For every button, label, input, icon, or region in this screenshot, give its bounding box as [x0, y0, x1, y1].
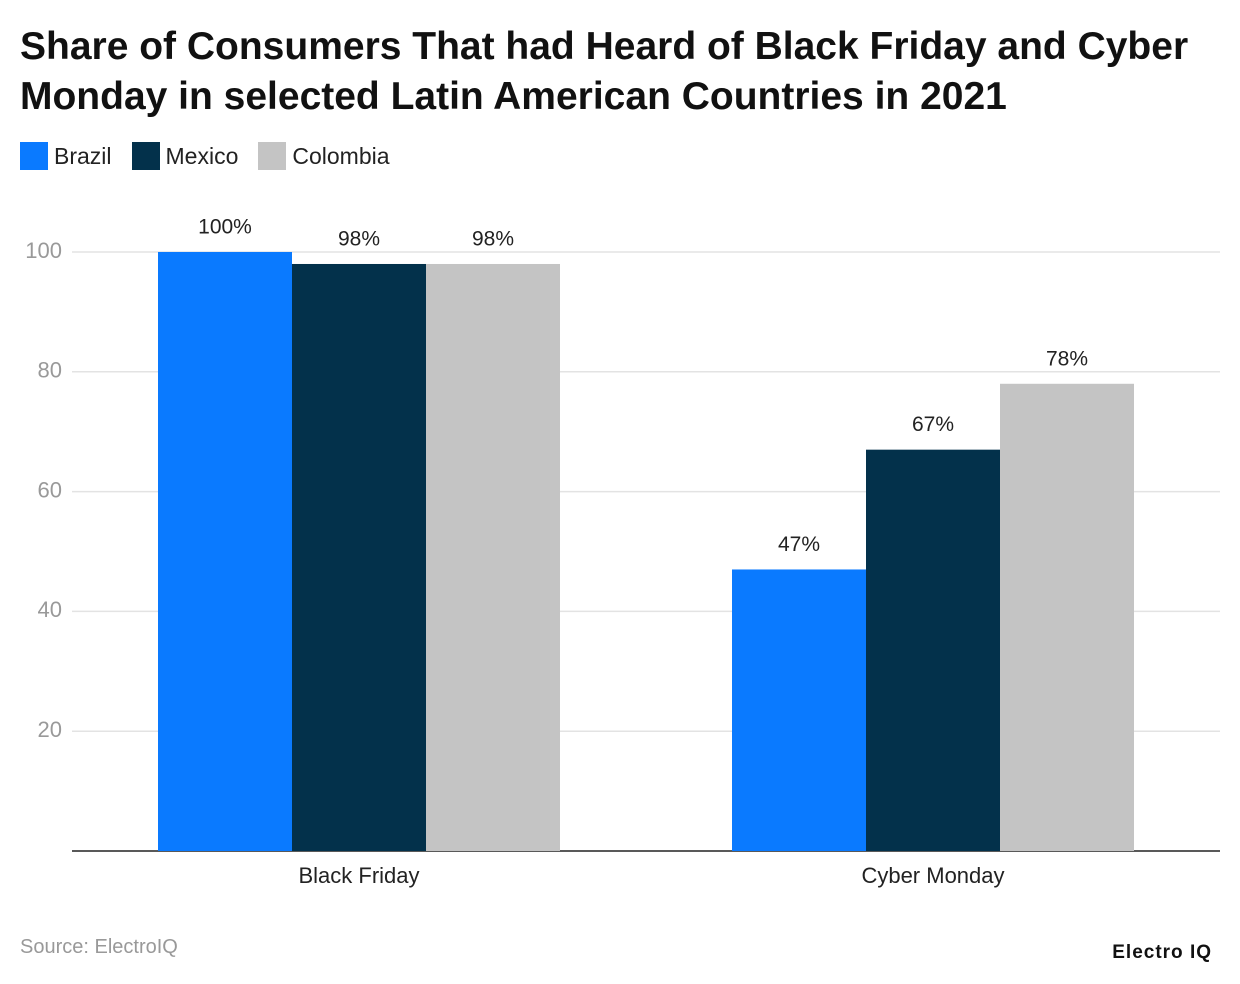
legend-item: Mexico [131, 142, 239, 170]
legend-item: Brazil [20, 142, 112, 170]
y-tick-label: 40 [38, 597, 62, 622]
legend-label: Brazil [54, 142, 112, 169]
bar [158, 252, 292, 851]
legend-item: Colombia [258, 142, 390, 170]
bar [866, 449, 1000, 851]
y-tick-label: 60 [38, 477, 62, 502]
x-tick-label: Cyber Monday [861, 863, 1004, 888]
brand-logo: Electro IQ [1112, 942, 1212, 963]
legend: Brazil Mexico Colombia [20, 142, 390, 170]
x-tick-label: Black Friday [298, 863, 419, 888]
bar [732, 569, 866, 851]
legend-swatch [131, 142, 160, 170]
y-tick-label: 100 [25, 238, 62, 263]
source: Source: ElectroIQ [20, 936, 178, 958]
value-label: 67% [912, 413, 954, 436]
value-label: 98% [472, 228, 514, 251]
value-label: 98% [338, 228, 380, 251]
legend-swatch [20, 142, 48, 170]
y-tick-label: 80 [38, 358, 62, 383]
legend-label: Mexico [165, 142, 239, 169]
bar [292, 263, 426, 852]
value-label: 47% [778, 533, 820, 556]
y-tick-label: 20 [38, 717, 62, 742]
bar [426, 263, 560, 852]
value-label: 78% [1046, 347, 1088, 370]
legend-label: Colombia [292, 142, 390, 169]
value-label: 100% [198, 216, 252, 239]
chart-title: Share of Consumers That had Heard of Bla… [20, 25, 1189, 118]
legend-swatch [258, 142, 287, 170]
bar [1000, 383, 1134, 851]
